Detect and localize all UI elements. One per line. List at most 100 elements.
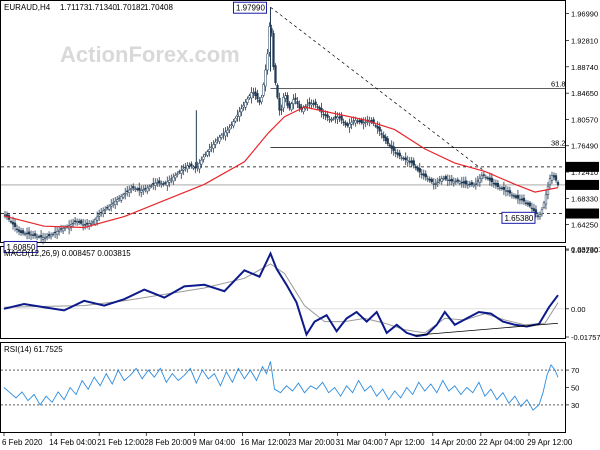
- candle-body: [148, 186, 151, 189]
- candle-body: [114, 200, 117, 206]
- candle-body: [524, 202, 528, 204]
- candle-body: [416, 167, 419, 171]
- candle-body: [512, 195, 516, 197]
- candle-body: [496, 182, 500, 188]
- macd-line: [3, 250, 559, 338]
- level-current-tag-bg: [566, 179, 599, 190]
- candle-body: [434, 183, 437, 185]
- candle-body: [252, 92, 255, 94]
- candle-body: [174, 175, 177, 179]
- candle-body: [224, 131, 227, 137]
- candle-body: [86, 222, 89, 225]
- candle-body: [250, 92, 253, 99]
- candle-body: [486, 177, 490, 179]
- x-tick-label: 28 Feb 20:00: [144, 438, 192, 447]
- main-y-tick-label: 1.96990: [571, 10, 598, 19]
- x-tick-label: 21 Feb 12:00: [97, 438, 145, 447]
- candle-body: [112, 202, 115, 204]
- candle-body: [322, 113, 325, 116]
- candle-body: [508, 190, 512, 194]
- candle-body: [98, 214, 101, 217]
- candle-body: [236, 114, 239, 117]
- candle-body: [168, 180, 171, 183]
- candle-body: [63, 227, 67, 229]
- candle-body: [242, 105, 245, 108]
- candle-body: [526, 202, 530, 205]
- x-tick-label: 16 Mar 12:00: [240, 438, 288, 447]
- candle-body: [27, 231, 31, 235]
- x-tick-label: 29 Apr 12:00: [527, 438, 573, 447]
- candle-body: [47, 234, 51, 237]
- candle-body: [9, 221, 13, 223]
- candle-body: [45, 236, 49, 238]
- high-label-box: [232, 1, 267, 14]
- candle-body: [400, 157, 403, 159]
- candle-body: [230, 124, 233, 126]
- moving-average-line: [3, 106, 559, 229]
- candle-body: [550, 175, 554, 181]
- candle-body: [61, 227, 65, 232]
- candle-body: [338, 116, 341, 119]
- candle-body: [378, 126, 381, 132]
- candle-body: [55, 231, 59, 235]
- candle-body: [374, 125, 377, 127]
- candle-body: [520, 198, 524, 201]
- candle-body: [360, 119, 363, 123]
- candle-body: [290, 103, 293, 110]
- candle-body: [390, 145, 393, 149]
- candle-body: [120, 196, 123, 201]
- watermark: ActionForex.com: [60, 42, 240, 67]
- candle-body: [264, 69, 267, 87]
- candle-body: [324, 114, 327, 117]
- candle-body: [532, 208, 536, 212]
- axis-layer: 1.96990 1.92810 1.88740 1.84650 1.80570 1.764…: [2, 10, 600, 447]
- candle-body: [75, 221, 79, 224]
- candle-body: [356, 120, 359, 123]
- candle-body: [184, 166, 187, 169]
- candle-body: [316, 106, 319, 108]
- high-label-text: 1.97990: [236, 4, 265, 13]
- candle-body: [498, 187, 502, 190]
- rsi-y-tick-label: 50: [571, 384, 579, 393]
- candle-body: [164, 182, 167, 184]
- candle-body: [540, 209, 544, 215]
- fib-618-label: 61.8: [551, 79, 566, 88]
- candle-body: [294, 97, 297, 100]
- candle-body: [330, 119, 333, 121]
- candle-body: [406, 160, 409, 163]
- main-y-tick-label: 1.92810: [571, 37, 598, 46]
- candle-body: [39, 235, 43, 238]
- candle-body: [77, 220, 81, 223]
- candle-body: [382, 134, 385, 138]
- candle-body: [528, 202, 532, 207]
- candle-body: [298, 103, 301, 109]
- ohlc-open: 1.71173: [60, 3, 89, 12]
- main-y-tick-label: 1.80570: [571, 115, 598, 124]
- candle-body: [240, 108, 243, 113]
- candle-body: [232, 121, 235, 127]
- candle-body: [238, 111, 241, 117]
- candle-body: [94, 219, 97, 225]
- candle-body: [518, 198, 522, 201]
- candle-body: [272, 33, 275, 68]
- candle-body: [490, 177, 494, 183]
- candle-body: [392, 146, 395, 152]
- macd-label: MACD(12,26,9) 0.008457 0.003815: [4, 249, 131, 258]
- candle-body: [180, 170, 183, 174]
- candle-body: [166, 181, 169, 186]
- candle-body: [458, 181, 461, 184]
- candle-body: [462, 181, 465, 184]
- candle-body: [470, 182, 473, 185]
- candle-body: [154, 182, 157, 186]
- candle-body: [394, 152, 397, 154]
- candle-body: [90, 222, 93, 225]
- candle-body: [3, 214, 7, 216]
- candle-body: [410, 160, 413, 164]
- candle-body: [472, 184, 475, 187]
- candle-body: [488, 177, 492, 181]
- low-label-right-box: [501, 211, 536, 224]
- candle-body: [340, 115, 343, 121]
- x-tick-label: 14 Apr 20:00: [431, 438, 477, 447]
- candle-body: [41, 237, 45, 240]
